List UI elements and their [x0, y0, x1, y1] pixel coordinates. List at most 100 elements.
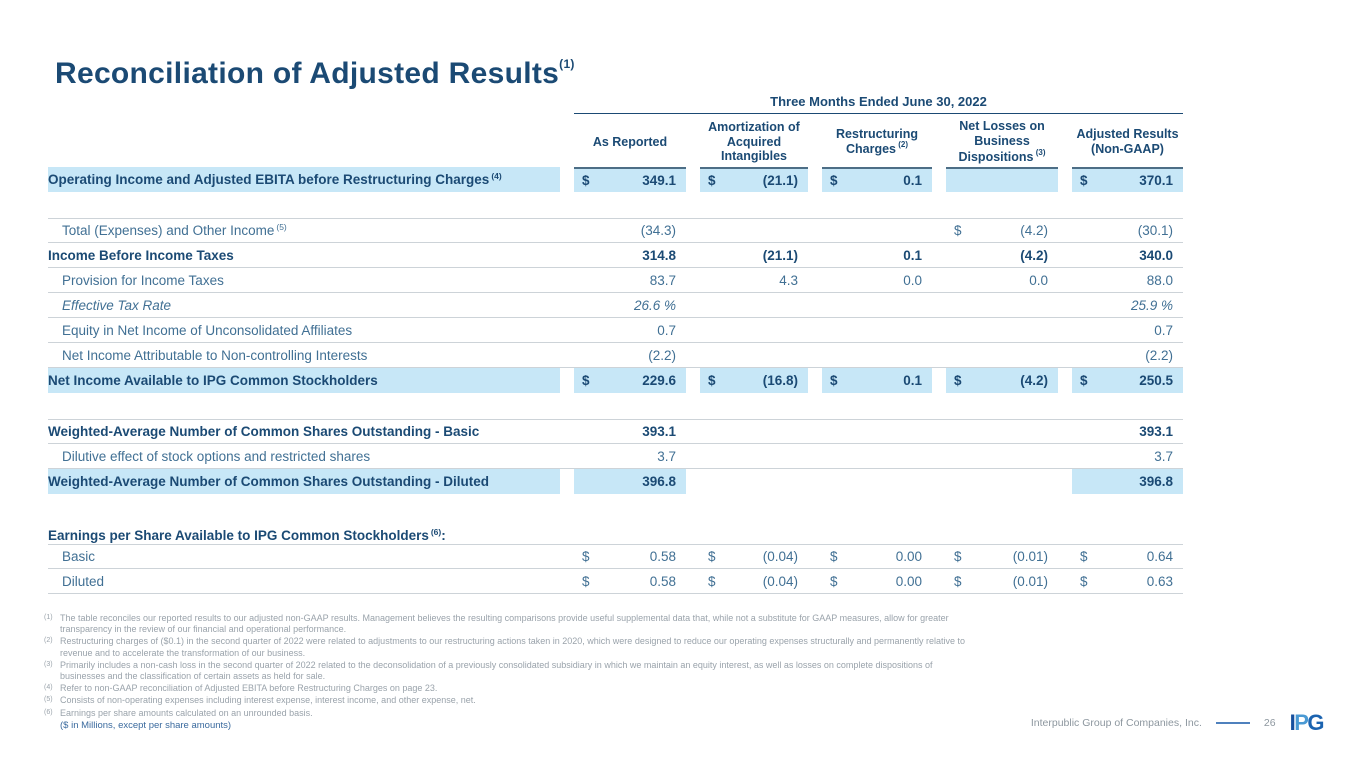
cell-value: 0.00 — [895, 549, 922, 564]
table-cell — [946, 469, 1058, 494]
cell-value: 393.1 — [1139, 424, 1173, 439]
dollar-sign: $ — [582, 373, 590, 388]
row-label: Diluted — [48, 569, 560, 593]
table-cell: 4.3 — [700, 268, 808, 292]
table-cell — [822, 343, 932, 367]
table-row: Basic $0.58 $ (0.04) $0.00 $ (0.01) $0.64 — [48, 544, 1183, 569]
row-label-text: Effective Tax Rate — [62, 297, 172, 313]
table-cell: 314.8 — [574, 243, 686, 267]
row-label: Total (Expenses) and Other Income (5) — [48, 219, 560, 242]
cell-value: 88.0 — [1146, 272, 1173, 288]
row-label-text: Income Before Income Taxes — [48, 247, 234, 263]
column-header: Amortization of Acquired Intangibles — [700, 120, 808, 164]
table-cell: $ (21.1) — [700, 167, 808, 192]
row-label-text: Total (Expenses) and Other Income — [62, 223, 275, 238]
row-label: Weighted-Average Number of Common Shares… — [48, 469, 560, 494]
table-cell: 393.1 — [1072, 420, 1183, 443]
dollar-sign: $ — [954, 373, 962, 388]
row-label: Net Income Available to IPG Common Stock… — [48, 368, 560, 393]
row-label: Basic — [48, 545, 560, 568]
table-cell — [700, 293, 808, 317]
dollar-sign: $ — [708, 373, 716, 388]
table-cell — [700, 527, 808, 544]
table-row: Total (Expenses) and Other Income (5) (34.… — [48, 218, 1183, 243]
dollar-sign: $ — [582, 573, 590, 589]
cell-value: 0.0 — [903, 272, 922, 288]
table-cell: $ (0.01) — [946, 545, 1058, 568]
table-row: Diluted $0.58 $ (0.04) $0.00 $ (0.01) $0.63 — [48, 569, 1183, 594]
table-cell: 340.0 — [1072, 243, 1183, 267]
table-cell — [822, 318, 932, 342]
table-row: Equity in Net Income of Unconsolidated A… — [48, 318, 1183, 343]
cell-value: 396.8 — [642, 474, 676, 489]
cell-value: 4.3 — [779, 272, 798, 288]
row-label: Dilutive effect of stock options and res… — [48, 444, 560, 468]
row-label: Operating Income and Adjusted EBITA befo… — [48, 167, 560, 192]
footnote-text: The table reconciles our reported result… — [60, 613, 949, 635]
reconciliation-table: Three Months Ended June 30, 2022 As Repo… — [48, 94, 1183, 594]
dollar-sign: $ — [1080, 573, 1088, 589]
column-header: Adjusted Results (Non-GAAP) — [1072, 127, 1183, 157]
cell-value: 349.1 — [642, 173, 676, 188]
cell-value: 26.6 % — [633, 297, 676, 313]
ipg-logo-letter: P — [1294, 710, 1309, 735]
ipg-logo-letter: I — [1289, 710, 1296, 735]
row-spacer — [48, 192, 1183, 218]
cell-value: 0.58 — [649, 573, 676, 589]
cell-value: (0.01) — [1012, 549, 1048, 564]
cell-value: (0.04) — [762, 549, 798, 564]
cell-value: (4.2) — [1020, 247, 1048, 263]
cell-value: 250.5 — [1139, 373, 1173, 388]
table-cell: $ (0.04) — [700, 569, 808, 593]
page-title-text: Reconciliation of Adjusted Results — [55, 57, 560, 90]
table-cell — [946, 318, 1058, 342]
table-cell: $0.00 — [822, 569, 932, 593]
dollar-sign: $ — [708, 573, 716, 589]
dollar-sign: $ — [1080, 173, 1088, 188]
table-cell — [822, 444, 932, 468]
cell-value: 0.58 — [649, 549, 676, 564]
row-spacer — [48, 494, 1183, 527]
row-label-suffix: : — [441, 528, 446, 543]
table-cell: 25.9 % — [1072, 293, 1183, 317]
footnote-text: Restructuring charges of ($0.1) in the s… — [60, 636, 966, 658]
table-cell: $ (4.2) — [946, 368, 1058, 393]
column-header-label: Restructuring Charges — [836, 126, 918, 157]
table-cell — [700, 469, 808, 494]
column-header-superscript: (3) — [1033, 147, 1046, 157]
cell-value: 0.1 — [903, 247, 922, 263]
table-cell: (30.1) — [1072, 219, 1183, 242]
cell-value: 340.0 — [1139, 247, 1173, 263]
table-cell: $0.58 — [574, 545, 686, 568]
table-cell: 3.7 — [574, 444, 686, 468]
table-cell — [822, 293, 932, 317]
cell-value: 396.8 — [1139, 474, 1173, 489]
table-row: Dilutive effect of stock options and res… — [48, 444, 1183, 469]
cell-value: 0.7 — [657, 322, 676, 338]
ipg-logo-letter: G — [1307, 710, 1324, 735]
table-cell: $370.1 — [1072, 167, 1183, 192]
dollar-sign: $ — [708, 549, 716, 564]
footnote-marker: (6) — [44, 708, 53, 716]
table-row: Net Income Attributable to Non-controlli… — [48, 343, 1183, 368]
footnote-marker: (2) — [44, 637, 53, 645]
table-cell — [822, 469, 932, 494]
table-cell: 3.7 — [1072, 444, 1183, 468]
cell-value: 0.0 — [1029, 272, 1048, 288]
footnotes: (1) The table reconciles our reported res… — [44, 613, 994, 731]
column-header: As Reported — [574, 135, 686, 150]
table-cell: 396.8 — [574, 469, 686, 494]
cell-value: 25.9 % — [1130, 297, 1173, 313]
table-cell: $0.64 — [1072, 545, 1183, 568]
cell-value: (0.01) — [1012, 573, 1048, 589]
footnote: (1) The table reconciles our reported res… — [44, 613, 994, 635]
row-label-text: Earnings per Share Available to IPG Comm… — [48, 528, 429, 543]
page-title: Reconciliation of Adjusted Results(1) — [55, 57, 575, 91]
cell-value: (21.1) — [762, 247, 798, 263]
title-superscript: (1) — [559, 57, 575, 71]
table-cell: $ (16.8) — [700, 368, 808, 393]
dollar-sign: $ — [830, 549, 838, 564]
row-label-text: Weighted-Average Number of Common Shares… — [48, 474, 490, 489]
row-label-text: Weighted-Average Number of Common Shares… — [48, 424, 480, 439]
column-header-row: As Reported Amortization of Acquired Inta… — [48, 117, 1183, 167]
